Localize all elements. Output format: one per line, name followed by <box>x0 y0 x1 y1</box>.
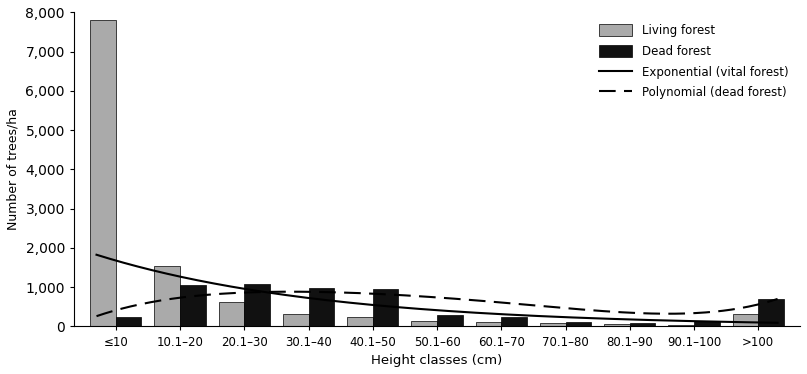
Bar <box>90 20 115 327</box>
Bar <box>180 285 206 327</box>
Bar <box>629 324 655 327</box>
Bar <box>475 322 501 327</box>
Bar <box>733 314 759 327</box>
Bar <box>604 324 629 327</box>
Bar <box>694 321 720 327</box>
Bar <box>219 302 245 327</box>
Bar <box>373 289 399 327</box>
Bar <box>154 266 180 327</box>
Bar <box>501 317 527 327</box>
Bar <box>437 316 462 327</box>
X-axis label: Height classes (cm): Height classes (cm) <box>371 354 503 367</box>
Y-axis label: Number of trees/ha: Number of trees/ha <box>7 108 20 230</box>
Bar <box>245 284 270 327</box>
Bar <box>412 321 437 327</box>
Bar <box>759 299 784 327</box>
Bar <box>540 324 566 327</box>
Bar <box>282 314 308 327</box>
Bar <box>566 322 592 327</box>
Bar <box>347 318 373 327</box>
Legend: Living forest, Dead forest, Exponential (vital forest), Polynomial (dead forest): Living forest, Dead forest, Exponential … <box>593 18 794 105</box>
Bar <box>668 325 694 327</box>
Bar <box>308 288 334 327</box>
Bar <box>115 317 141 327</box>
